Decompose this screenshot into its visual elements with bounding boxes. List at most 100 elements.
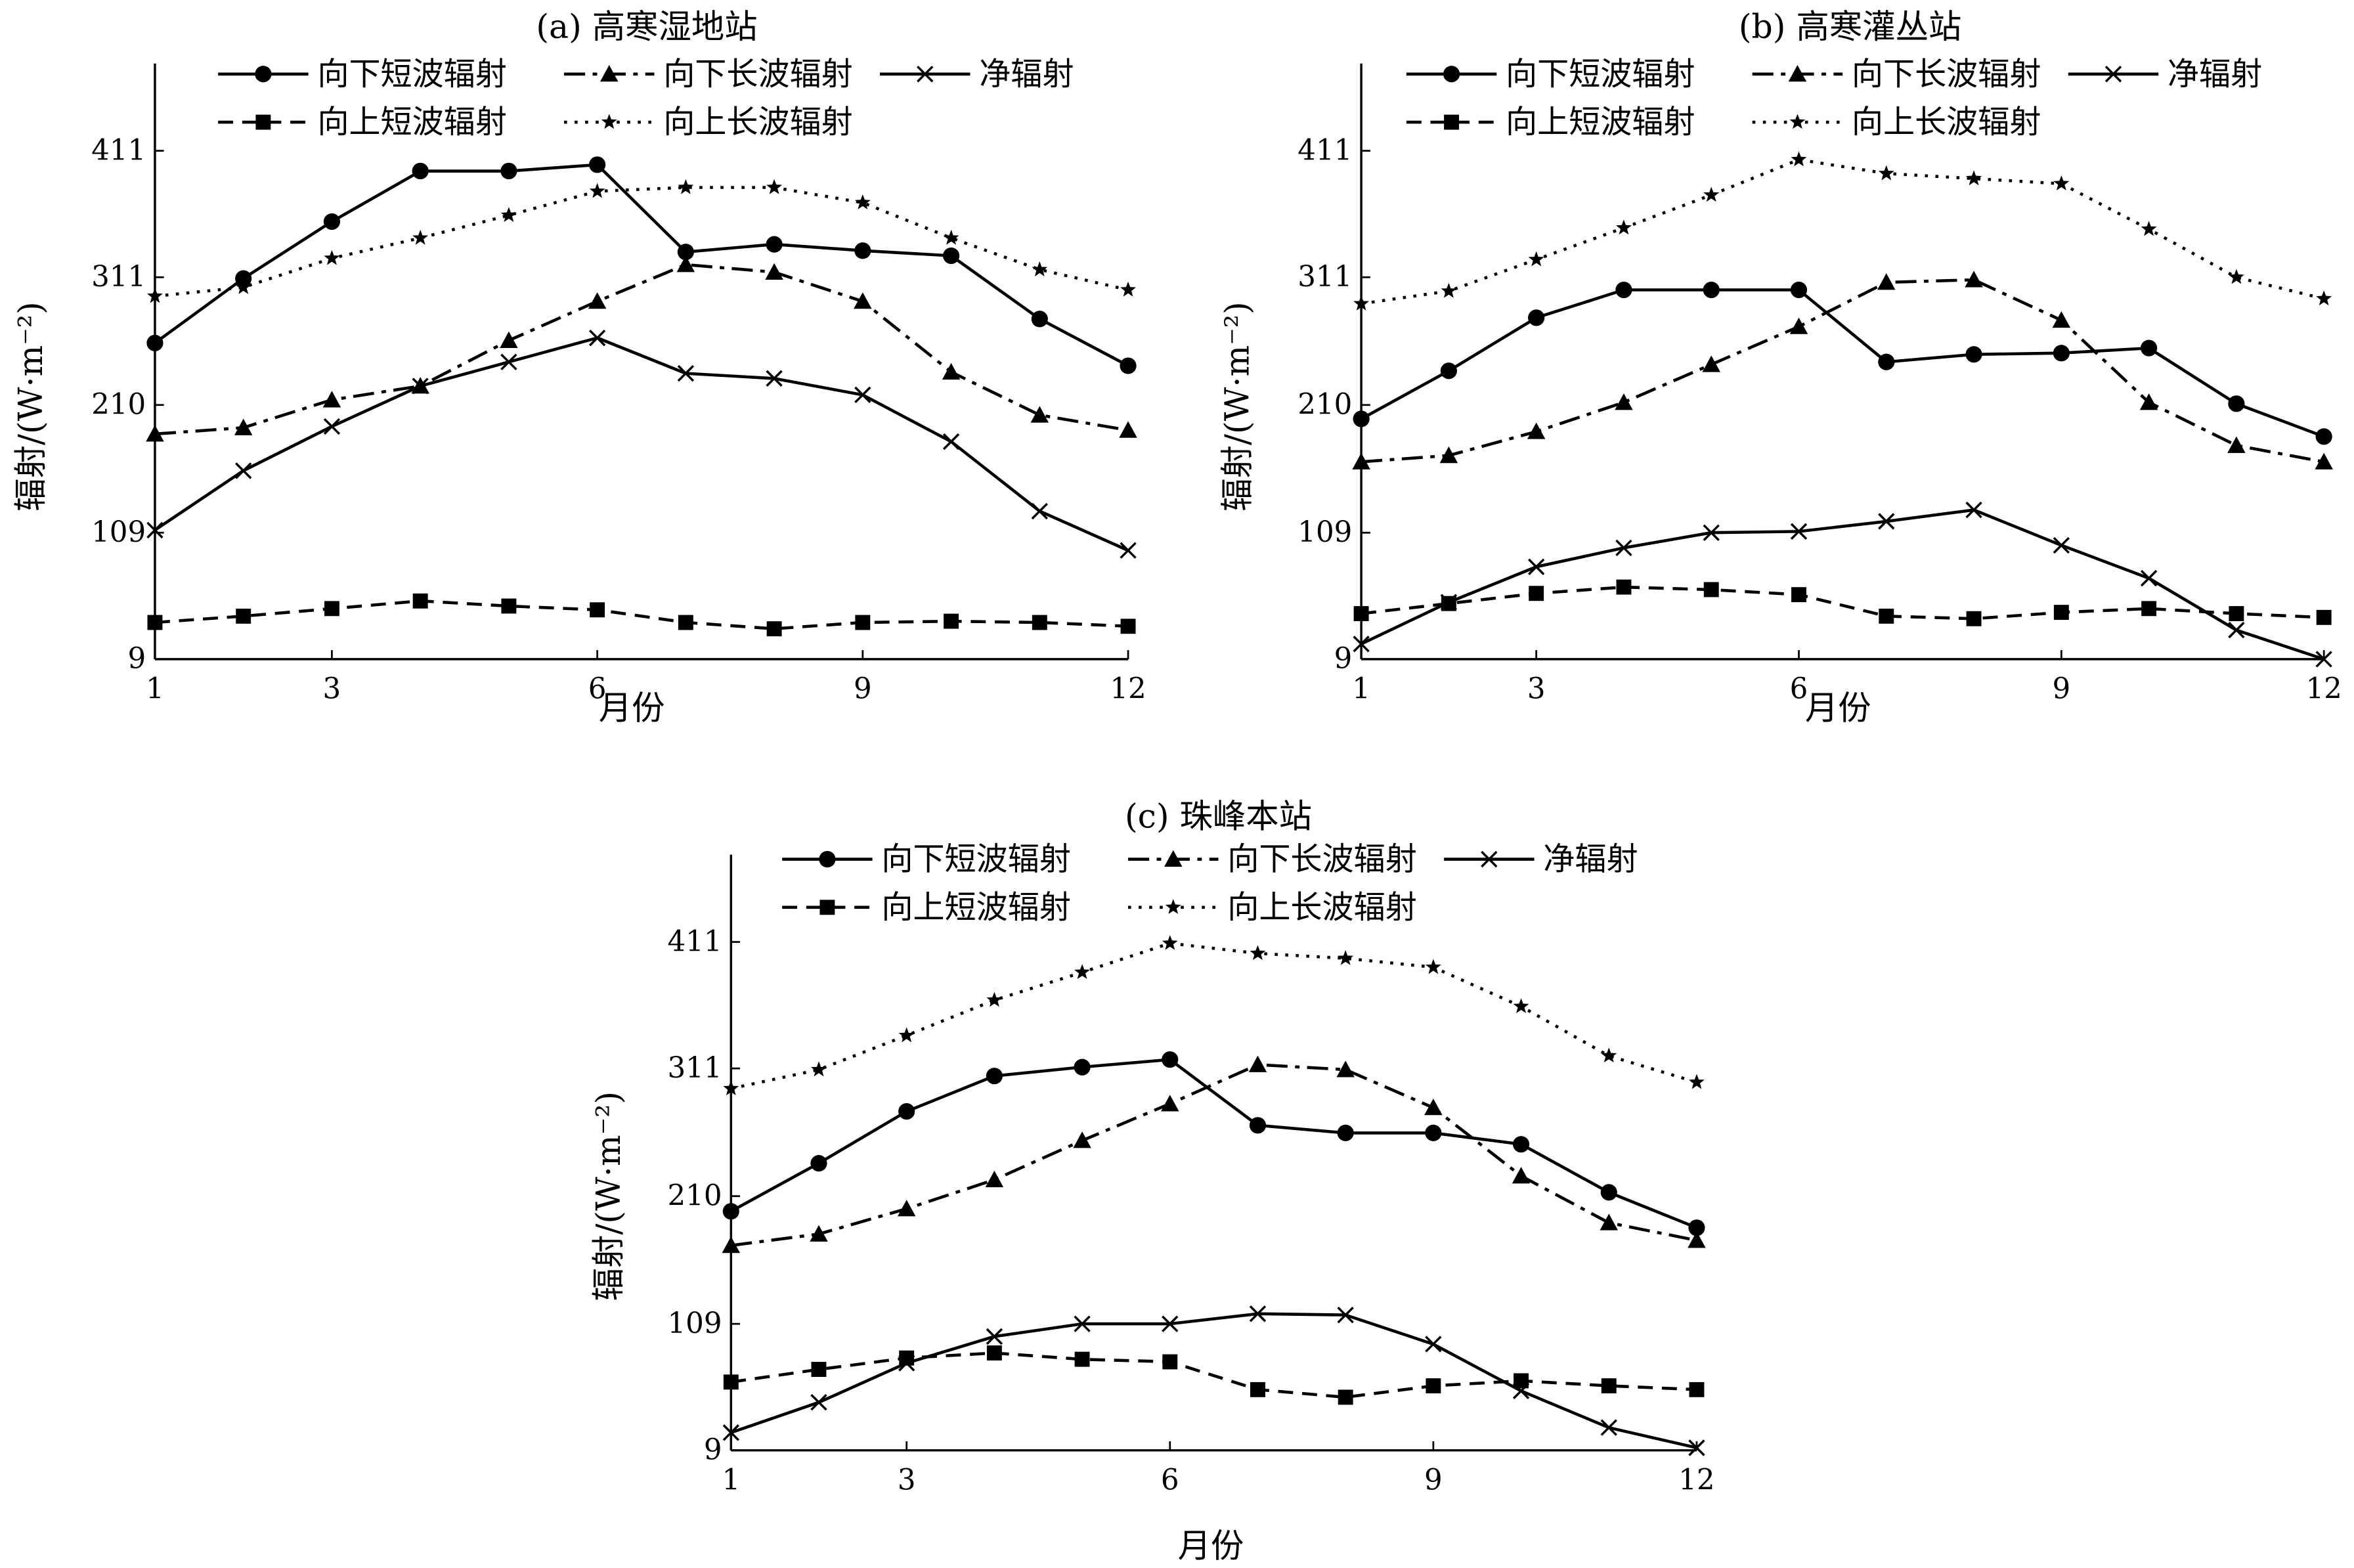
data-point (1689, 1074, 1705, 1089)
data-point (1032, 615, 1047, 630)
data-point (2052, 311, 2071, 328)
legend-label: 向上长波辐射 (1227, 889, 1417, 926)
legend-marker (601, 114, 617, 129)
data-point (1615, 539, 1632, 557)
legend-entry: 向上短波辐射 (218, 104, 507, 141)
data-point (147, 615, 163, 630)
data-point (2316, 609, 2332, 625)
data-point (235, 270, 252, 287)
data-point (2229, 606, 2244, 621)
data-point (1338, 949, 1354, 965)
y-tick-label: 311 (667, 1052, 722, 1085)
x-tick-label: 3 (898, 1464, 916, 1496)
data-point (1031, 311, 1048, 328)
legend-label: 向下长波辐射 (1227, 841, 1417, 878)
legend-label: 净辐射 (979, 56, 1074, 93)
data-point (1120, 542, 1137, 559)
legend-marker (600, 65, 619, 82)
x-axis-label: 月份 (1805, 688, 1871, 727)
data-point (855, 615, 871, 630)
data-point (1688, 1231, 1706, 1248)
data-point (500, 353, 517, 370)
data-point (897, 1200, 916, 1217)
data-point (766, 370, 783, 387)
legend-entry: 向下长波辐射 (564, 56, 853, 93)
data-point (1162, 934, 1178, 950)
data-point (1791, 151, 1807, 167)
data-point (1965, 271, 1983, 288)
legend-marker (819, 850, 836, 868)
legend-entry: 向下短波辐射 (218, 56, 507, 93)
data-point (942, 433, 960, 450)
data-point (1615, 281, 1632, 299)
data-point (1030, 406, 1049, 423)
data-point (1965, 501, 1982, 519)
data-point (1791, 587, 1806, 603)
series-3 (147, 593, 1136, 637)
data-point (1529, 586, 1544, 601)
x-axis-label: 月份 (599, 688, 665, 727)
data-point (235, 462, 252, 479)
x-tick-label: 12 (1678, 1464, 1714, 1496)
data-point (2316, 290, 2332, 306)
data-point (810, 1061, 827, 1077)
data-point (1119, 421, 1137, 438)
legend-label: 向上短波辐射 (1506, 104, 1695, 141)
legend-entry: 向上长波辐射 (564, 104, 853, 141)
data-point (147, 288, 163, 303)
data-point (1074, 1315, 1091, 1332)
data-point (1074, 1351, 1090, 1367)
data-point (1162, 1051, 1179, 1068)
series-line (1361, 278, 2324, 464)
data-point (1600, 1213, 1618, 1230)
y-tick-label: 311 (91, 261, 146, 294)
data-point (1601, 1047, 1617, 1063)
data-point (810, 1155, 827, 1172)
data-point (854, 194, 871, 209)
data-point (1878, 353, 1895, 370)
data-point (1688, 1219, 1705, 1236)
data-point (323, 418, 341, 435)
x-axis-label: 月份 (1178, 1526, 1244, 1565)
series-line (730, 1351, 1697, 1399)
y-tick-label: 210 (91, 388, 146, 421)
data-point (412, 229, 429, 245)
data-point (1353, 295, 1370, 311)
x-tick-label: 6 (1161, 1464, 1179, 1496)
data-point (1337, 1307, 1354, 1324)
data-point (500, 162, 517, 180)
data-point (811, 1362, 827, 1377)
data-point (2140, 569, 2158, 587)
y-tick-label: 109 (91, 516, 146, 549)
legend-entry: 向下短波辐射 (1406, 56, 1695, 93)
data-point (1337, 1124, 1354, 1141)
x-tick-label: 9 (854, 672, 872, 705)
series-2 (146, 330, 1137, 559)
y-tick-label: 210 (1297, 388, 1352, 421)
series-0 (722, 1051, 1705, 1236)
y-tick-label: 109 (667, 1307, 722, 1340)
x-tick-label: 1 (722, 1464, 740, 1496)
data-point (589, 156, 606, 173)
y-tick-label: 411 (667, 925, 722, 958)
legend-entry: 向下长波辐射 (1752, 56, 2041, 93)
data-point (1074, 1058, 1091, 1076)
x-tick-label: 6 (588, 672, 607, 705)
data-point (1703, 281, 1720, 299)
data-point (412, 593, 428, 609)
data-point (234, 418, 253, 435)
data-point (2053, 175, 2070, 190)
data-point (1512, 1167, 1531, 1184)
legend-label: 净辐射 (1543, 841, 1638, 878)
data-point (1424, 1099, 1443, 1116)
data-point (2315, 428, 2332, 445)
legend-label: 向上短波辐射 (317, 104, 507, 141)
x-tick-label: 6 (1790, 672, 1808, 705)
legend-marker (819, 900, 835, 915)
data-point (501, 598, 517, 614)
data-point (766, 179, 783, 194)
data-point (854, 386, 871, 404)
data-point (943, 229, 959, 245)
data-point (1353, 606, 1369, 621)
